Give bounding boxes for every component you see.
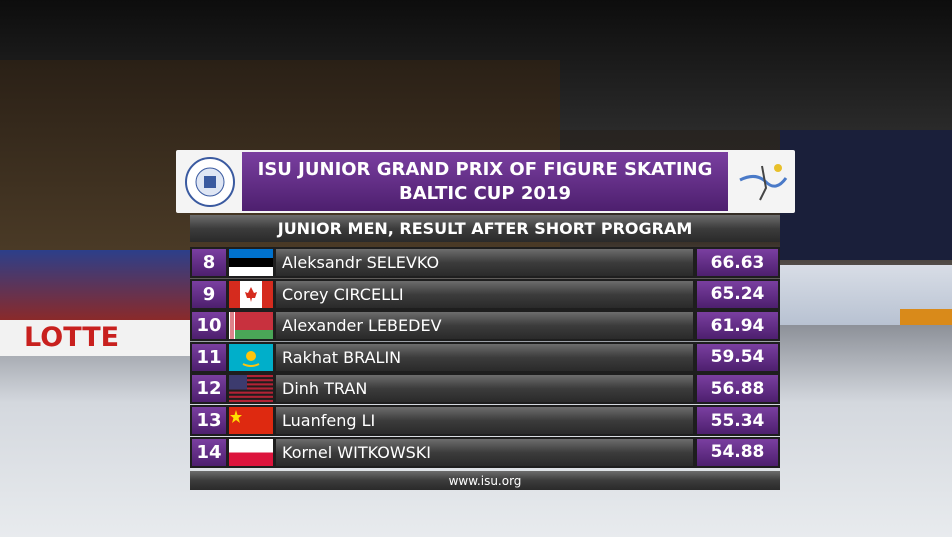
rank: 12 (192, 375, 226, 403)
rank: 13 (192, 407, 226, 434)
score: 59.54 (697, 343, 778, 371)
score: 61.94 (697, 312, 778, 340)
header-box: ISU JUNIOR GRAND PRIX OF FIGURE SKATING … (176, 150, 795, 213)
flag-icon (229, 312, 273, 340)
athlete-name: Kornel WITKOWSKI (276, 438, 693, 466)
flag (229, 375, 273, 403)
flag (229, 312, 273, 340)
banner: LOTTE (0, 320, 190, 356)
score: 66.63 (697, 249, 778, 276)
stands (0, 250, 190, 320)
athlete-name: Corey CIRCELLI (276, 280, 693, 308)
athlete-name: Aleksandr SELEVKO (276, 249, 693, 276)
flag (229, 280, 273, 308)
rank: 11 (192, 343, 226, 371)
subtitle-bar: JUNIOR MEN, RESULT AFTER SHORT PROGRAM (190, 215, 780, 242)
athlete-name: Rakhat BRALIN (276, 343, 693, 371)
rank: 8 (192, 249, 226, 276)
title-line: ISU JUNIOR GRAND PRIX OF FIGURE SKATING (257, 158, 713, 180)
flag (229, 438, 273, 466)
event-logo (739, 164, 788, 201)
rank: 14 (192, 438, 226, 466)
flag (229, 407, 273, 434)
flag (229, 249, 273, 276)
score: 65.24 (697, 280, 778, 308)
flag-icon (229, 407, 273, 434)
score: 55.34 (697, 407, 778, 434)
isu-logo (185, 157, 235, 207)
footer-bar: www.isu.org (190, 471, 780, 490)
arena-wall-right (780, 130, 952, 260)
athlete-name: Dinh TRAN (276, 375, 693, 403)
score: 56.88 (697, 375, 778, 403)
flag (229, 343, 273, 371)
sponsor-board (900, 309, 952, 325)
flag-icon (229, 343, 273, 371)
flag-icon (229, 375, 273, 403)
flag-icon (229, 438, 273, 466)
flag-icon (229, 249, 273, 276)
flag-icon (229, 280, 273, 308)
title-line: BALTIC CUP 2019 (399, 182, 571, 204)
rank: 10 (192, 312, 226, 340)
athlete-name: Alexander LEBEDEV (276, 312, 693, 340)
title-box: ISU JUNIOR GRAND PRIX OF FIGURE SKATING … (242, 152, 728, 211)
athlete-name: Luanfeng LI (276, 407, 693, 434)
rank: 9 (192, 280, 226, 308)
score: 54.88 (697, 438, 778, 466)
